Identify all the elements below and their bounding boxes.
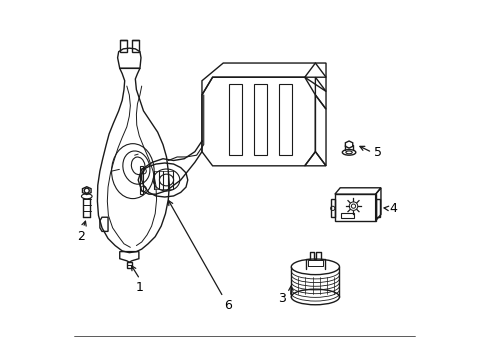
Text: 1: 1 (136, 281, 143, 294)
Text: 2: 2 (77, 230, 84, 243)
Text: 4: 4 (389, 202, 397, 215)
Text: 5: 5 (373, 146, 381, 159)
Text: 3: 3 (278, 292, 285, 305)
Text: 6: 6 (224, 299, 232, 312)
